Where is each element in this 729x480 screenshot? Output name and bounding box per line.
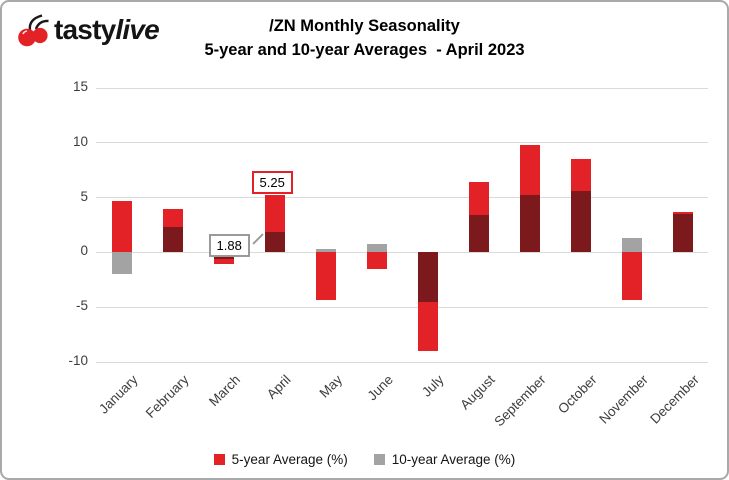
annotation-1-88: 1.88	[208, 233, 250, 257]
bar-5yr-november	[621, 252, 642, 300]
gridline-5	[96, 197, 708, 199]
bar-5yr-may	[315, 252, 336, 300]
legend-item-5yr: 5-year Average (%)	[213, 452, 348, 467]
y-axis-label--5: -5	[75, 298, 88, 314]
y-axis-label-15: 15	[72, 79, 88, 94]
y-axis-label-0: 0	[80, 243, 88, 259]
x-axis-label-march: March	[205, 372, 244, 410]
y-axis-label-10: 10	[72, 133, 88, 149]
bar-overlap-september	[519, 195, 540, 253]
chart-title: /ZN Monthly Seasonality	[269, 17, 460, 35]
y-axis-label--10: -10	[68, 353, 88, 368]
bar-10yr-may	[315, 249, 336, 253]
bar-5yr-january	[111, 200, 132, 253]
x-axis-label-july: July	[419, 372, 448, 400]
bar-overlap-december	[672, 214, 693, 253]
x-axis-label-august: August	[457, 372, 499, 413]
gridline--10	[96, 361, 708, 363]
bar-overlap-july	[417, 252, 438, 302]
cherry-icon	[18, 14, 49, 47]
y-axis-label-5: 5	[80, 188, 88, 204]
chart-title-block: /ZN Monthly Seasonality 5-year and 10-ye…	[2, 14, 727, 62]
legend-label-10yr: 10-year Average (%)	[391, 452, 516, 467]
tastylive-logo: tastylive	[15, 12, 160, 48]
x-axis-label-february: February	[143, 372, 193, 421]
x-axis-label-october: October	[555, 372, 601, 417]
bar-overlap-february	[162, 227, 183, 253]
logo-text-live: live	[115, 14, 159, 45]
legend-item-10yr: 10-year Average (%)	[373, 452, 516, 467]
gridline-15	[96, 87, 708, 89]
legend: 5-year Average (%) 10-year Average (%)	[2, 452, 727, 467]
chart-subtitle: 5-year and 10-year Averages - April 2023	[204, 41, 525, 59]
x-axis-label-september: September	[491, 372, 550, 430]
bar-overlap-april	[264, 231, 285, 253]
x-axis-label-november: November	[596, 372, 652, 427]
annotation-5-25: 5.25	[251, 170, 293, 194]
x-axis-label-december: December	[647, 372, 703, 427]
bar-10yr-january	[111, 252, 132, 275]
gridline-10	[96, 142, 708, 144]
bar-overlap-october	[570, 191, 591, 253]
annotation-leader-line	[251, 233, 264, 245]
legend-swatch-5yr	[213, 454, 225, 465]
x-axis-label-january: January	[96, 372, 142, 417]
bar-10yr-june	[366, 243, 387, 253]
x-axis-label-may: May	[316, 372, 346, 401]
bar-10yr-november	[621, 238, 642, 253]
bar-5yr-june	[366, 252, 387, 269]
logo-text-tasty: tasty	[54, 14, 116, 45]
gridline--5	[96, 306, 708, 308]
logo-text: tastylive	[54, 13, 160, 47]
legend-swatch-10yr	[373, 454, 385, 465]
x-axis-label-june: June	[364, 372, 397, 404]
bar-overlap-august	[468, 215, 489, 253]
x-axis-label-april: April	[264, 372, 295, 402]
gridline-0	[96, 251, 708, 253]
legend-label-5yr: 5-year Average (%)	[231, 452, 348, 467]
